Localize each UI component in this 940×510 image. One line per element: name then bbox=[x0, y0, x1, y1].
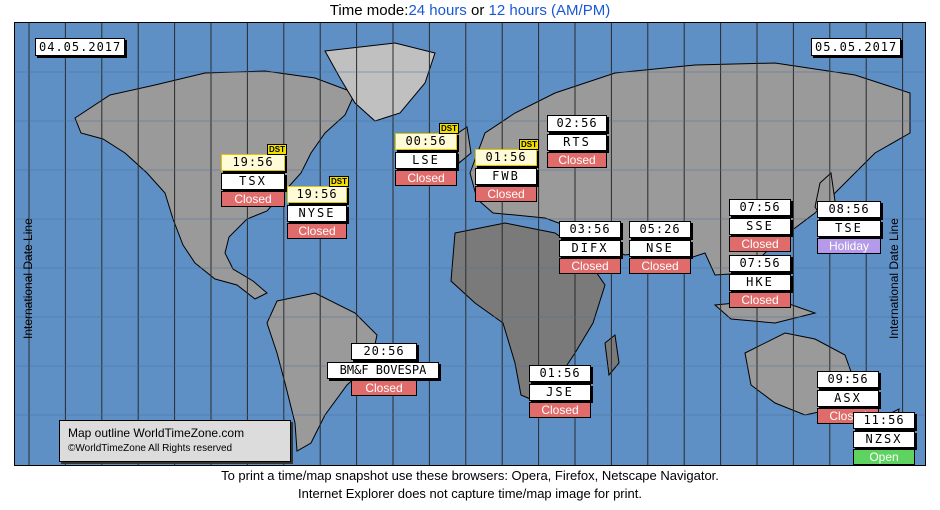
bovespa-time: 20:56 bbox=[351, 343, 417, 360]
nyse-name: NYSE bbox=[287, 205, 347, 222]
dst-badge: DST bbox=[329, 176, 349, 187]
dst-badge: DST bbox=[267, 144, 287, 155]
tsx-time: 19:56 DST bbox=[221, 144, 287, 171]
hke-status: Closed bbox=[729, 292, 791, 308]
market-tsx[interactable]: 19:56 DST TSX Closed bbox=[221, 144, 287, 207]
sse-time: 07:56 bbox=[729, 199, 791, 216]
madagascar-landmass bbox=[604, 334, 620, 377]
difx-name: DIFX bbox=[559, 240, 621, 257]
tse-time: 08:56 bbox=[817, 201, 881, 218]
market-hke[interactable]: 07:56 HKE Closed bbox=[729, 255, 791, 308]
uk-landmass bbox=[454, 126, 472, 164]
nyse-status: Closed bbox=[287, 223, 347, 239]
or-text: or bbox=[466, 2, 489, 19]
market-bovespa[interactable]: 20:56 BM&F BOVESPA Closed bbox=[327, 343, 439, 396]
greenland-landmass bbox=[324, 42, 436, 122]
rts-time: 02:56 bbox=[547, 115, 607, 132]
market-nzsx[interactable]: 11:56 NZSX Open bbox=[853, 412, 915, 465]
market-sse[interactable]: 07:56 SSE Closed bbox=[729, 199, 791, 252]
asx-name: ASX bbox=[817, 390, 879, 407]
sse-name: SSE bbox=[729, 218, 791, 235]
time-mode-bar: Time mode:24 hours or 12 hours (AM/PM) bbox=[0, 2, 940, 19]
market-nse[interactable]: 05:26 NSE Closed bbox=[629, 221, 691, 274]
credit-line-1: Map outline WorldTimeZone.com bbox=[68, 426, 245, 440]
nse-status: Closed bbox=[629, 258, 691, 274]
nzsx-status: Open bbox=[853, 449, 915, 465]
tsx-name: TSX bbox=[221, 173, 285, 190]
south-america-landmass bbox=[266, 292, 378, 452]
nyse-time: 19:56 DST bbox=[287, 176, 349, 203]
left-date-box: 04.05.2017 bbox=[35, 38, 126, 56]
jse-status: Closed bbox=[529, 402, 591, 418]
sse-status: Closed bbox=[729, 236, 791, 252]
market-lse[interactable]: 00:56 DST LSE Closed bbox=[395, 123, 459, 186]
hke-time: 07:56 bbox=[729, 255, 791, 272]
rts-status: Closed bbox=[547, 152, 607, 168]
asx-time: 09:56 bbox=[817, 371, 879, 388]
nzsx-name: NZSX bbox=[853, 431, 915, 448]
lse-status: Closed bbox=[395, 170, 457, 186]
date-line-label-right: International Date Line bbox=[887, 218, 901, 339]
jse-time: 01:56 bbox=[529, 365, 591, 382]
tsx-status: Closed bbox=[221, 191, 285, 207]
date-line-label-left: International Date Line bbox=[21, 218, 35, 339]
difx-status: Closed bbox=[559, 258, 621, 274]
rts-name: RTS bbox=[547, 134, 607, 151]
jse-name: JSE bbox=[529, 384, 591, 401]
map-credit-box: Map outline WorldTimeZone.com ©WorldTime… bbox=[59, 420, 291, 462]
right-date-box: 05.05.2017 bbox=[811, 38, 902, 56]
nse-time: 05:26 bbox=[629, 221, 691, 238]
market-rts[interactable]: 02:56 RTS Closed bbox=[547, 115, 607, 168]
nzsx-time: 11:56 bbox=[853, 412, 915, 429]
north-america-landmass bbox=[74, 70, 356, 300]
fwb-name: FWB bbox=[475, 168, 537, 185]
world-time-map: 04.05.2017 05.05.2017 International Date… bbox=[14, 22, 926, 466]
mode-12-hours-link[interactable]: 12 hours (AM/PM) bbox=[488, 2, 611, 19]
difx-time: 03:56 bbox=[559, 221, 621, 238]
time-mode-label: Time mode: bbox=[329, 2, 409, 19]
lse-time: 00:56 DST bbox=[395, 123, 459, 150]
market-fwb[interactable]: 01:56 DST FWB Closed bbox=[475, 139, 539, 202]
fwb-time: 01:56 DST bbox=[475, 139, 539, 166]
market-jse[interactable]: 01:56 JSE Closed bbox=[529, 365, 591, 418]
bovespa-name: BM&F BOVESPA bbox=[327, 362, 439, 379]
bovespa-status: Closed bbox=[351, 380, 417, 396]
tse-name: TSE bbox=[817, 220, 881, 237]
lse-name: LSE bbox=[395, 152, 457, 169]
nse-name: NSE bbox=[629, 240, 691, 257]
mode-24-hours-link[interactable]: 24 hours bbox=[408, 2, 467, 19]
print-note-line-2: Internet Explorer does not capture time/… bbox=[298, 486, 642, 501]
credit-line-2: ©WorldTimeZone All Rights reserved bbox=[68, 443, 233, 454]
print-note-line-1: To print a time/map snapshot use these b… bbox=[221, 468, 719, 483]
market-nyse[interactable]: 19:56 DST NYSE Closed bbox=[287, 176, 349, 239]
dst-badge: DST bbox=[519, 139, 539, 150]
market-difx[interactable]: 03:56 DIFX Closed bbox=[559, 221, 621, 274]
dst-badge: DST bbox=[439, 123, 459, 134]
tse-status: Holiday bbox=[817, 238, 881, 254]
fwb-status: Closed bbox=[475, 186, 537, 202]
market-tse[interactable]: 08:56 TSE Holiday bbox=[817, 201, 881, 254]
hke-name: HKE bbox=[729, 274, 791, 291]
